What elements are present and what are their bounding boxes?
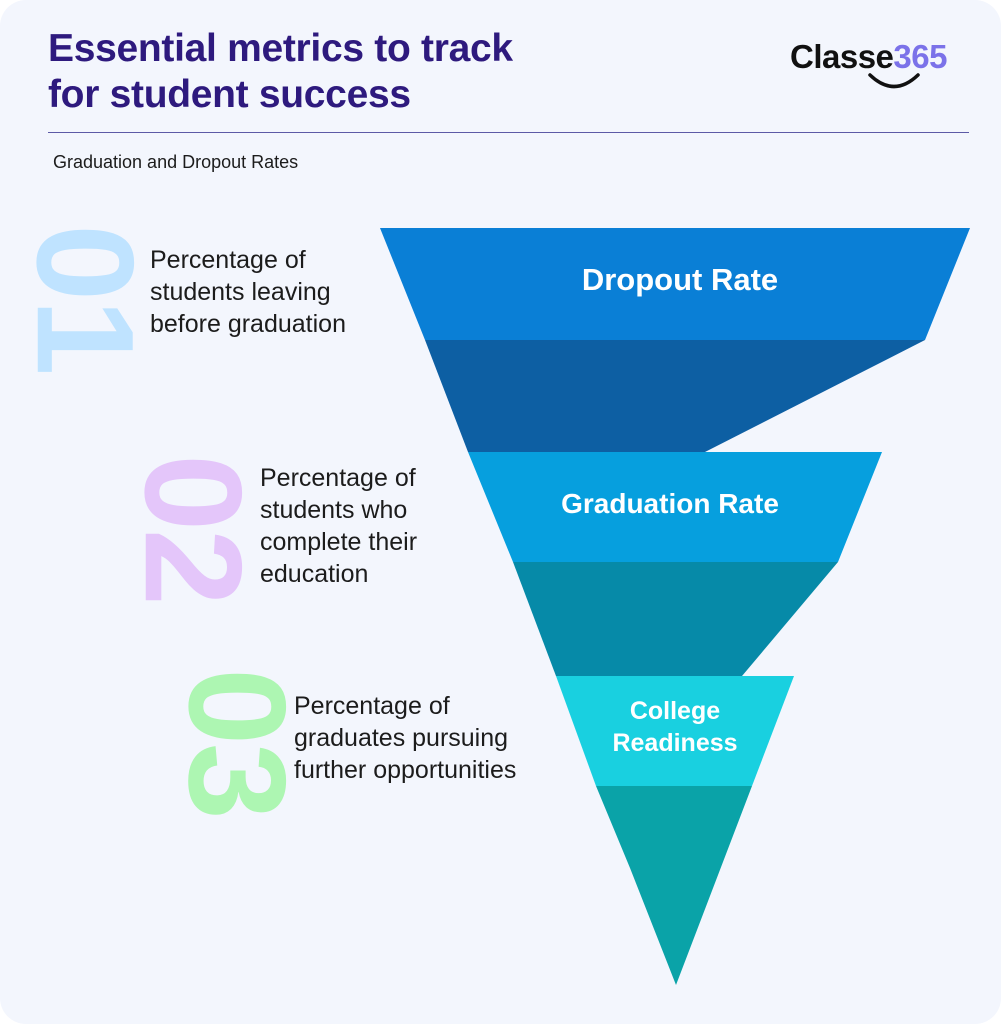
item-description-02: Percentage of students who complete thei…	[260, 464, 418, 588]
page-title: Essential metrics to track for student s…	[48, 27, 513, 116]
item-number-01: 01	[7, 224, 162, 374]
stage-college-readiness	[556, 676, 794, 786]
stage-graduation-rate	[468, 452, 882, 562]
stage-label-dropout-rate: Dropout Rate	[581, 262, 779, 297]
stage-label-graduation-rate: Graduation Rate	[561, 488, 779, 519]
logo-prefix: Classe	[790, 38, 894, 75]
logo-digits: 365	[893, 38, 947, 75]
connector-1	[425, 340, 925, 452]
item-description-03: Percentage of graduates pursuing further…	[294, 692, 517, 784]
stage-label-college-readiness: College Readiness	[612, 697, 738, 757]
section-subtitle: Graduation and Dropout Rates	[53, 152, 299, 172]
stage-dropout-rate	[380, 228, 970, 340]
classe365-logo: Classe365	[790, 38, 960, 98]
connector-2	[513, 562, 838, 676]
item-description-01: Percentage of students leaving before gr…	[150, 246, 346, 338]
header-divider	[48, 132, 969, 133]
item-number-03: 03	[159, 668, 314, 818]
connector-3	[596, 786, 752, 985]
logo-wordmark: Classe365	[790, 38, 947, 76]
smile-icon	[868, 73, 920, 89]
item-number-02: 02	[115, 454, 270, 604]
